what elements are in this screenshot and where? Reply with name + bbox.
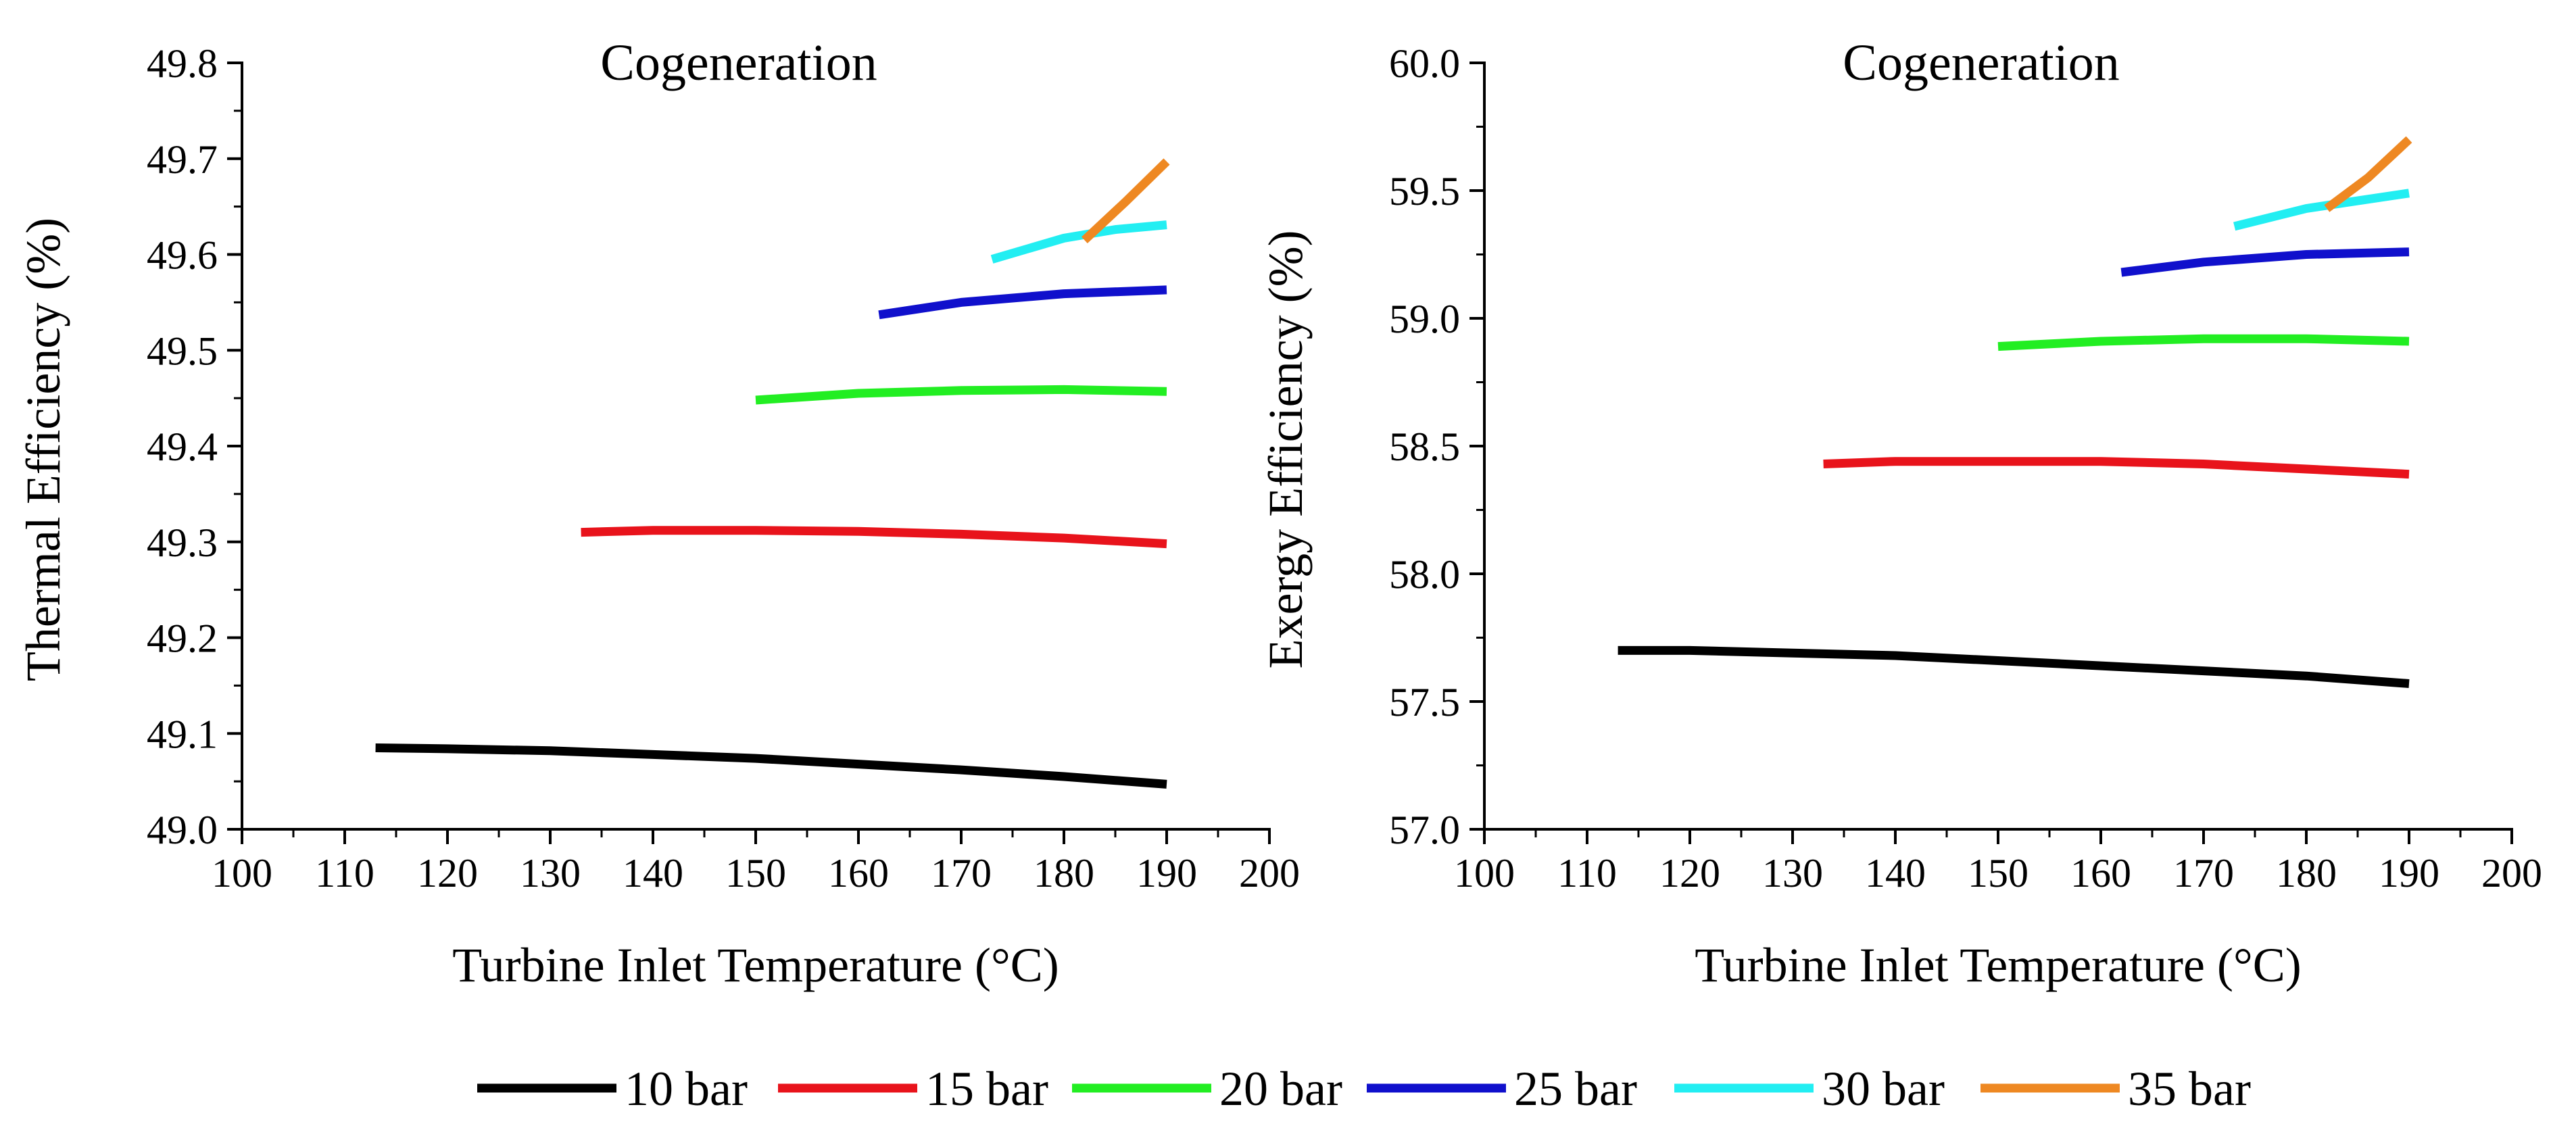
y-axis-title: Thermal Efficiency (%) [16, 218, 70, 681]
series-line-25-bar [2120, 247, 2410, 277]
series-line-35-bar [1081, 158, 1170, 243]
x-tick-label: 140 [1865, 851, 1926, 896]
y-tick-label: 58.5 [1389, 424, 1460, 469]
y-axis-title: Exergy Efficiency (%) [1259, 230, 1313, 668]
x-axis-title: Turbine Inlet Temperature (°C) [452, 938, 1059, 992]
legend-label: 30 bar [1822, 1062, 1945, 1116]
y-tick-label: 60.0 [1389, 41, 1460, 86]
x-tick-label: 140 [623, 851, 683, 896]
legend-label: 25 bar [1514, 1062, 1637, 1116]
series-line-15-bar [1823, 457, 2410, 479]
x-tick-label: 100 [212, 851, 272, 896]
legend: 10 bar 15 bar 20 bar 25 bar 30 bar 35 bar [477, 1062, 2251, 1116]
y-tick-label: 49.4 [147, 424, 218, 469]
thermal-efficiency-chart: 100 110 120 130 140 150 160 170 180 190 200 49.0 49.… [16, 34, 1300, 992]
x-tick-label: 110 [315, 851, 374, 896]
series-line-25-bar [878, 285, 1167, 320]
x-tick-label: 180 [1034, 851, 1094, 896]
y-tick-label: 49.5 [147, 328, 218, 373]
series-line-10-bar [1618, 645, 2410, 688]
y-tick-label: 49.6 [147, 233, 218, 278]
x-tick-label: 100 [1454, 851, 1515, 896]
x-tick-label: 170 [931, 851, 992, 896]
y-tick-label: 59.5 [1389, 169, 1460, 214]
chart-title: Cogeneration [1843, 34, 2119, 91]
y-tick-label: 49.1 [147, 712, 218, 756]
y-tick-label: 49.3 [147, 520, 218, 565]
legend-label: 35 bar [2128, 1062, 2251, 1116]
x-tick-label: 180 [2276, 851, 2337, 896]
legend-label: 10 bar [625, 1062, 748, 1116]
y-tick-label: 57.0 [1389, 808, 1460, 852]
x-tick-label: 190 [2379, 851, 2439, 896]
y-tick-label: 49.2 [147, 616, 218, 661]
y-tick-label: 58.0 [1389, 552, 1460, 597]
chart-title: Cogeneration [600, 34, 877, 91]
series-line-30-bar [990, 220, 1167, 264]
x-tick-label: 160 [2070, 851, 2131, 896]
series-line-15-bar [581, 526, 1167, 549]
x-tick-label: 190 [1136, 851, 1197, 896]
x-tick-label: 150 [1968, 851, 2028, 896]
y-tick-label: 57.5 [1389, 680, 1460, 725]
series-line-20-bar [755, 385, 1167, 405]
y-tick-label: 49.8 [147, 41, 218, 86]
legend-label: 20 bar [1219, 1062, 1342, 1116]
x-tick-label: 120 [417, 851, 478, 896]
x-tick-label: 160 [828, 851, 889, 896]
x-tick-label: 170 [2173, 851, 2234, 896]
series-line-30-bar [2233, 189, 2410, 231]
x-tick-label: 130 [1762, 851, 1823, 896]
legend-label: 15 bar [925, 1062, 1048, 1116]
x-tick-label: 200 [2481, 851, 2542, 896]
x-tick-label: 120 [1659, 851, 1720, 896]
x-tick-label: 110 [1557, 851, 1617, 896]
series-line-35-bar [2324, 136, 2412, 212]
series-line-10-bar [375, 743, 1167, 789]
x-axis-title: Turbine Inlet Temperature (°C) [1695, 938, 2302, 992]
y-tick-label: 49.7 [147, 137, 218, 182]
x-tick-label: 130 [520, 851, 581, 896]
x-tick-label: 150 [725, 851, 786, 896]
y-tick-label: 49.0 [147, 808, 218, 852]
series-line-20-bar [1997, 334, 2410, 351]
exergy-efficiency-chart: 100 110 120 130 140 150 160 170 180 190 200 57.0 57.… [1259, 34, 2542, 992]
y-tick-label: 59.0 [1389, 297, 1460, 341]
x-tick-label: 200 [1239, 851, 1300, 896]
